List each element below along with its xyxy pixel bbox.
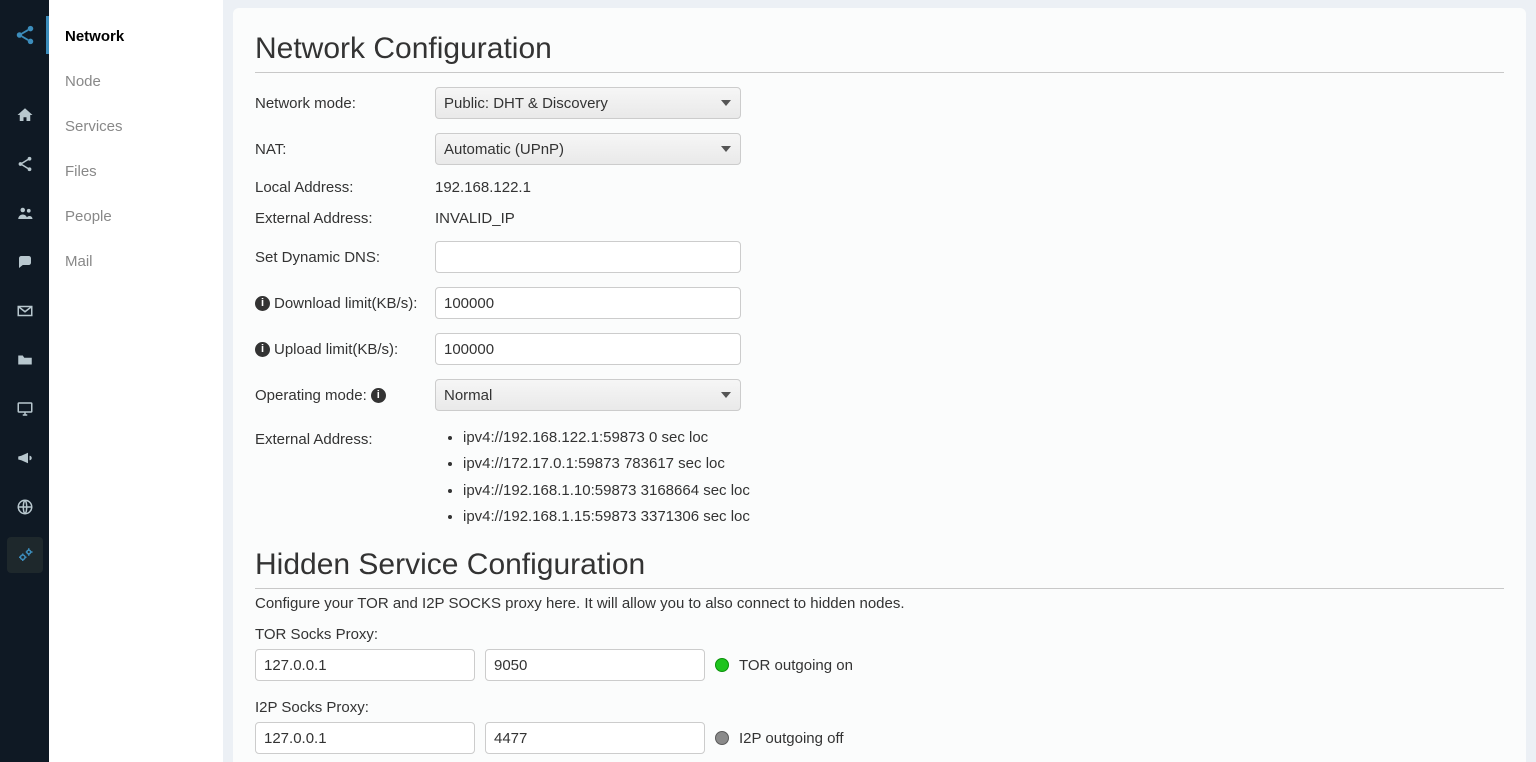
download-limit-input[interactable] — [435, 287, 741, 319]
i2p-host-input[interactable] — [255, 722, 475, 754]
operating-mode-label-text: Operating mode: — [255, 387, 367, 404]
ddns-input[interactable] — [435, 241, 741, 273]
settings-panel: Network Configuration Network mode: Publ… — [233, 8, 1526, 762]
local-address-value: 192.168.122.1 — [435, 179, 531, 196]
external-address-item: ipv4://192.168.1.10:59873 3168664 sec lo… — [463, 478, 750, 504]
ddns-label: Set Dynamic DNS: — [255, 249, 435, 266]
nat-select[interactable]: Automatic (UPnP) — [435, 133, 741, 165]
gears-icon — [16, 546, 34, 564]
rail-monitor[interactable] — [0, 384, 49, 433]
tor-status-dot — [715, 658, 729, 672]
rail-bullhorn[interactable] — [0, 433, 49, 482]
external-address-item: ipv4://192.168.122.1:59873 0 sec loc — [463, 425, 750, 451]
tor-proxy-label: TOR Socks Proxy: — [255, 626, 1504, 643]
upload-limit-label-text: Upload limit(KB/s): — [274, 341, 398, 358]
subnav-people[interactable]: People — [49, 194, 223, 239]
operating-mode-label: Operating mode: i — [255, 387, 435, 404]
download-limit-label: i Download limit(KB/s): — [255, 295, 435, 312]
info-icon: i — [371, 388, 386, 403]
bullhorn-icon — [16, 449, 34, 467]
nat-label: NAT: — [255, 141, 435, 158]
subnav-services[interactable]: Services — [49, 104, 223, 149]
rail-logo[interactable] — [0, 16, 49, 54]
external-address-value: INVALID_IP — [435, 210, 515, 227]
upload-limit-input[interactable] — [435, 333, 741, 365]
share-nodes-icon — [14, 24, 36, 46]
hidden-service-heading: Hidden Service Configuration — [255, 548, 1504, 589]
folder-icon — [16, 351, 34, 369]
i2p-status-dot — [715, 731, 729, 745]
rail-home[interactable] — [0, 90, 49, 139]
subnav-mail[interactable]: Mail — [49, 239, 223, 284]
external-address-item: ipv4://172.17.0.1:59873 783617 sec loc — [463, 451, 750, 477]
home-icon — [16, 106, 34, 124]
operating-mode-select[interactable]: Normal — [435, 379, 741, 411]
external-address-label: External Address: — [255, 210, 435, 227]
people-icon — [16, 204, 34, 222]
upload-limit-label: i Upload limit(KB/s): — [255, 341, 435, 358]
rail-chat[interactable] — [0, 237, 49, 286]
download-limit-label-text: Download limit(KB/s): — [274, 295, 417, 312]
local-address-label: Local Address: — [255, 179, 435, 196]
subnav-files[interactable]: Files — [49, 149, 223, 194]
network-mode-select[interactable]: Public: DHT & Discovery — [435, 87, 741, 119]
tor-port-input[interactable] — [485, 649, 705, 681]
icon-rail — [0, 0, 49, 762]
sub-nav: Network Node Services Files People Mail — [49, 0, 223, 762]
rail-globe[interactable] — [0, 482, 49, 531]
network-config-heading: Network Configuration — [255, 32, 1504, 73]
share-icon — [16, 155, 34, 173]
hidden-service-desc: Configure your TOR and I2P SOCKS proxy h… — [255, 595, 1504, 612]
rail-mail[interactable] — [0, 286, 49, 335]
globe-icon — [16, 498, 34, 516]
external-address-list-label: External Address: — [255, 425, 435, 530]
i2p-proxy-label: I2P Socks Proxy: — [255, 699, 1504, 716]
i2p-status-text: I2P outgoing off — [739, 730, 844, 747]
subnav-node[interactable]: Node — [49, 59, 223, 104]
rail-people[interactable] — [0, 188, 49, 237]
network-mode-label: Network mode: — [255, 95, 435, 112]
external-address-item: ipv4://192.168.1.15:59873 3371306 sec lo… — [463, 504, 750, 530]
main-scroll[interactable]: Network Configuration Network mode: Publ… — [223, 0, 1536, 762]
external-address-list: ipv4://192.168.122.1:59873 0 sec loc ipv… — [435, 425, 750, 530]
rail-settings[interactable] — [7, 537, 43, 573]
mail-icon — [16, 302, 34, 320]
info-icon: i — [255, 296, 270, 311]
monitor-icon — [16, 400, 34, 418]
i2p-port-input[interactable] — [485, 722, 705, 754]
rail-folder[interactable] — [0, 335, 49, 384]
tor-status-text: TOR outgoing on — [739, 657, 853, 674]
subnav-network[interactable]: Network — [49, 14, 223, 59]
rail-share[interactable] — [0, 139, 49, 188]
info-icon: i — [255, 342, 270, 357]
tor-host-input[interactable] — [255, 649, 475, 681]
chat-icon — [16, 253, 34, 271]
